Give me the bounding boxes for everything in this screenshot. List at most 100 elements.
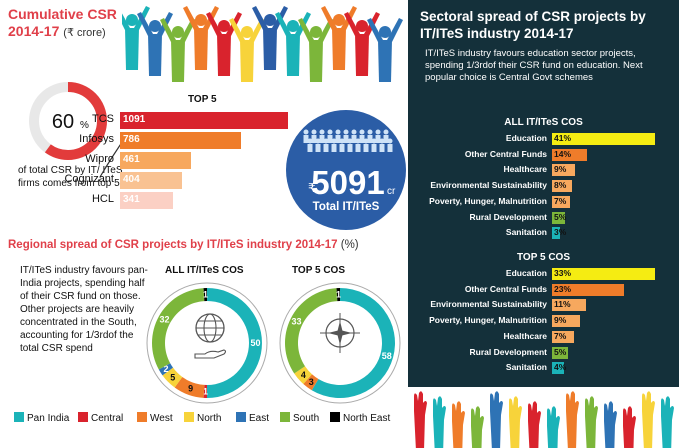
top5-bar: 404 — [120, 172, 183, 189]
ring-arc — [29, 82, 107, 160]
sector-bar: 4% — [552, 362, 567, 375]
top5-company-label: HCL — [91, 193, 114, 205]
raised-hand — [661, 396, 674, 448]
sector-bar: 7% — [552, 330, 574, 343]
person-figure — [160, 18, 196, 82]
pct-caption: of total CSR by IT/ ITeS firms comes fro… — [18, 165, 123, 189]
sector-label: Rural Development — [469, 346, 547, 357]
raised-hand — [433, 396, 446, 448]
regional-title-text: Regional spread of CSR projects by IT/IT… — [8, 239, 338, 251]
top5-value-label: 786 — [123, 134, 140, 145]
raised-hand — [509, 396, 522, 448]
donut-slice-north-east — [336, 288, 340, 302]
top5-company-label: Infosys — [79, 133, 114, 145]
legend-label: West — [150, 413, 173, 424]
hands-illustration — [414, 391, 674, 448]
compass-icon — [320, 313, 360, 353]
donut-outer-ring — [146, 282, 268, 404]
donut-value-label: 1 — [203, 290, 208, 300]
person-figure — [122, 6, 150, 70]
sector-label: Other Central Funds — [464, 148, 547, 159]
top5-heading: TOP 5 — [188, 94, 217, 105]
legend-label: Central — [91, 413, 124, 424]
person-figure — [137, 12, 173, 76]
person-figure — [344, 12, 380, 76]
donut-value-label: 1 — [203, 386, 208, 396]
sector-label: Environmental Sustainability — [430, 299, 547, 310]
sector-value-label: 9% — [554, 164, 567, 175]
legend-item: Central — [78, 412, 123, 424]
legend-label: East — [249, 413, 270, 424]
sector-label: Sanitation — [505, 227, 547, 238]
raised-hand — [414, 391, 427, 448]
donut-slice-south — [285, 288, 338, 374]
sector-label: Education — [505, 268, 547, 278]
person-figure — [298, 18, 334, 82]
raised-hand — [585, 396, 598, 448]
sectoral-all-heading: ALL IT/ITeS COS — [504, 117, 583, 128]
total-unit: cr — [387, 186, 396, 197]
total-label: Total IT/ITeS — [313, 201, 380, 213]
legend-swatch — [184, 412, 194, 422]
sector-label: Poverty, Hunger, Malnutrition — [429, 315, 547, 326]
legend-swatch — [330, 412, 340, 422]
legend-swatch — [137, 412, 147, 422]
legend-item: East — [236, 412, 269, 424]
donut-top5: 58 34 33 1 — [279, 282, 401, 404]
sector-bar: 9% — [552, 315, 581, 328]
sector-value-label: 11% — [554, 299, 571, 310]
sector-value-label: 5% — [554, 211, 567, 222]
sector-label: Rural Development — [469, 211, 547, 222]
sector-label: Other Central Funds — [464, 283, 547, 294]
legend-item: Pan India — [14, 412, 69, 424]
raised-hand — [623, 406, 636, 448]
donut-slice-east — [158, 363, 174, 376]
donut-value-label: 58 — [382, 351, 392, 361]
title-period: 2014-17 — [8, 23, 60, 39]
percentage-ring: 60 % — [29, 82, 107, 160]
sectoral-title: Sectoral spread of CSR projects by IT/IT… — [420, 9, 646, 41]
sector-label: Sanitation — [505, 362, 547, 373]
sector-bar: 41% — [552, 133, 655, 145]
top5-bar: 341 — [120, 192, 173, 209]
raised-hand — [471, 406, 484, 448]
donut-value-label: 1 — [336, 290, 341, 300]
top5-company-label: Wipro — [85, 153, 114, 165]
legend-swatch — [14, 412, 24, 422]
sector-value-label: 5% — [554, 346, 567, 357]
hand-icon — [194, 349, 227, 359]
total-value: 5091 — [311, 164, 384, 201]
donut-outer-ring — [279, 282, 401, 404]
sector-bar: 8% — [552, 180, 573, 193]
sector-value-label: 7% — [554, 330, 567, 341]
sector-bar: 33% — [552, 268, 655, 280]
top5-company-label: Cognizant — [64, 173, 114, 185]
sector-value-label: 4% — [554, 362, 567, 373]
sector-bar: 11% — [552, 299, 587, 312]
donut-value-label: 2 — [164, 364, 169, 374]
donut-slice-central — [203, 384, 207, 398]
top5-value-label: 461 — [123, 154, 140, 165]
person-figure — [367, 18, 403, 82]
donut-all-label: ALL IT/ITeS COS — [165, 265, 244, 276]
sector-bar: 9% — [552, 164, 575, 177]
top5-value-label: 1091 — [123, 114, 146, 125]
legend-swatch — [236, 412, 246, 422]
raised-hand — [528, 401, 541, 448]
sector-bar: 14% — [552, 148, 588, 161]
legend-item: North East — [330, 412, 390, 424]
legend-label: Pan India — [27, 413, 70, 424]
sector-value-label: 8% — [554, 180, 567, 191]
sector-value-label: 23% — [554, 283, 572, 294]
sector-label: Healthcare — [503, 330, 547, 341]
raised-hand — [490, 391, 503, 448]
globe-icon — [195, 313, 225, 343]
donut-value-label: 5 — [170, 372, 175, 382]
sectoral-description: IT/ITeS industry favours education secto… — [425, 48, 643, 83]
donut-slice-north — [162, 367, 183, 388]
donut-value-label: 4 — [301, 370, 306, 380]
top5-bar: 1091 — [120, 112, 288, 129]
donut-slice-pan-india — [207, 288, 262, 398]
